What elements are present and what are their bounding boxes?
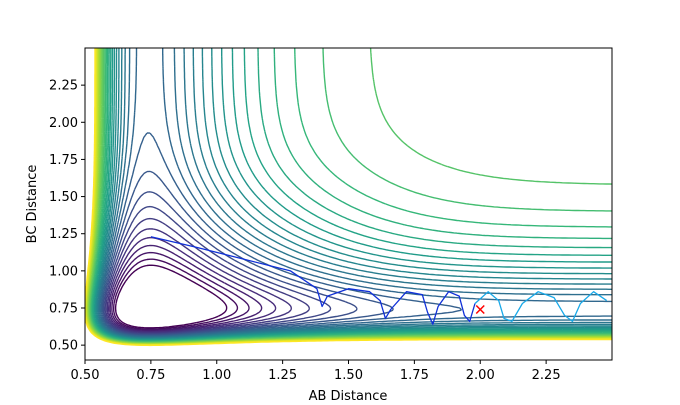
contour-level-line (106, 228, 293, 334)
contour-level-line (114, 264, 228, 329)
contour-level-line (108, 236, 277, 333)
y-tick-label: 1.50 (49, 190, 78, 205)
y-tick-label: 2.25 (49, 79, 78, 94)
y-tick-label: 1.25 (49, 227, 78, 242)
contour-level-line (111, 251, 250, 331)
y-axis-ticks: 0.50 0.75 1.00 1.25 1.50 1.75 2.00 2.25 (49, 79, 85, 354)
x-tick-label: 2.00 (466, 368, 495, 383)
contour-level-line (85, 48, 612, 347)
contour-level-line (109, 244, 263, 332)
marker-stroke (475, 304, 485, 315)
x-tick-label: 0.50 (71, 368, 100, 383)
trajectory-segment (150, 236, 476, 325)
y-tick-label: 1.75 (49, 153, 78, 168)
y-tick-label: 0.50 (49, 339, 78, 354)
y-tick-label: 2.00 (49, 116, 78, 131)
x-tick-label: 1.25 (268, 368, 297, 383)
contour-level-line (113, 258, 239, 330)
y-tick-label: 1.00 (49, 264, 78, 279)
contour-lines (85, 48, 612, 347)
x-tick-label: 1.75 (400, 368, 429, 383)
x-axis-label: AB Distance (309, 389, 388, 404)
trajectory-line (150, 236, 608, 325)
x-tick-label: 1.50 (334, 368, 363, 383)
trajectory-segment (474, 291, 608, 323)
end-marker (475, 304, 485, 315)
x-tick-label: 0.75 (136, 368, 165, 383)
x-tick-label: 1.00 (202, 368, 231, 383)
y-axis-label: BC Distance (25, 165, 40, 244)
plot-area (85, 48, 612, 360)
x-axis-ticks: 0.50 0.75 1.00 1.25 1.50 1.75 2.00 2.25 (71, 360, 561, 383)
y-tick-label: 0.75 (49, 302, 78, 317)
x-tick-label: 2.25 (532, 368, 561, 383)
